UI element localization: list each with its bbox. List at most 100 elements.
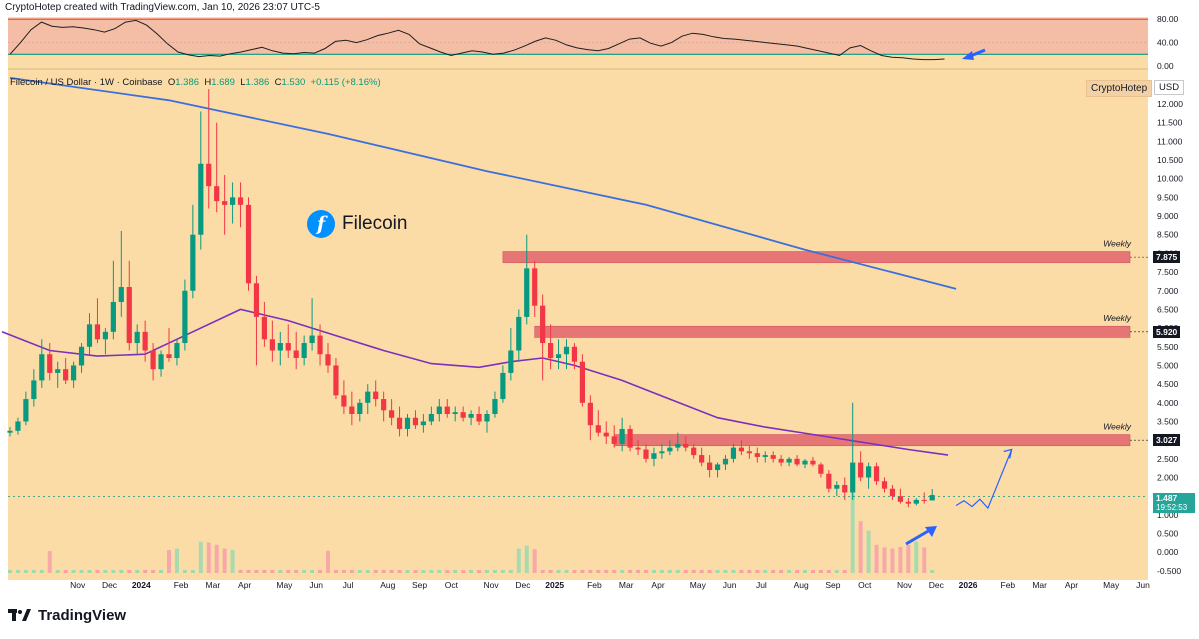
candle-body — [691, 447, 697, 456]
candle — [929, 489, 935, 501]
candle-body — [873, 466, 880, 482]
candle — [15, 417, 21, 435]
candle — [71, 361, 77, 388]
candle-body — [182, 290, 188, 344]
symbol-title[interactable]: Filecoin / US Dollar · 1W · Coinbase — [10, 77, 163, 88]
volume-bar — [174, 548, 179, 573]
currency-button[interactable]: USD — [1154, 80, 1185, 95]
candle — [842, 477, 848, 500]
candle-body — [55, 369, 61, 373]
candle — [858, 451, 864, 482]
symbol-info: Filecoin / US Dollar · 1W · Coinbase O1.… — [10, 77, 381, 88]
candle-body — [635, 447, 641, 450]
candle — [484, 410, 490, 433]
time-tick-label: Nov — [897, 580, 913, 590]
volume-bar — [866, 530, 871, 573]
chart-background — [8, 17, 1148, 580]
price-axis[interactable]: 80.00 40.00 0.00 12.000 11.500 11.000 10.500 10… — [1157, 14, 1183, 576]
rsi-pane — [8, 18, 1148, 61]
tradingview-logo-icon — [8, 609, 31, 621]
candle — [643, 443, 649, 463]
candle-body — [738, 447, 744, 452]
candle — [365, 384, 371, 415]
volume-bar — [421, 570, 426, 573]
price-tick-label: 12.000 — [1157, 99, 1183, 109]
volume-bar — [222, 548, 227, 573]
candle — [563, 339, 570, 370]
candle — [174, 339, 180, 366]
candle-body — [548, 343, 554, 358]
candle-body — [285, 343, 291, 351]
candle — [532, 260, 538, 317]
volume-bar — [699, 570, 704, 573]
volume-bar — [135, 570, 140, 573]
time-axis[interactable]: Nov Dec 2024 Feb Mar Apr May Jun Jul Aug Sep Oct Nov… — [70, 580, 1150, 590]
tradingview-logo[interactable]: TradingView — [8, 604, 126, 626]
volume-bar — [803, 570, 807, 573]
volume-bar — [71, 570, 76, 573]
candle — [47, 343, 53, 381]
volume-bar — [182, 570, 187, 573]
candle — [699, 447, 705, 467]
candle-body — [349, 406, 355, 415]
candle-body — [850, 462, 856, 493]
volume-bar — [349, 570, 354, 573]
time-tick-label: Oct — [858, 580, 872, 590]
time-tick-label: Aug — [794, 580, 809, 590]
rsi-band — [8, 19, 1148, 55]
candle — [913, 498, 919, 506]
time-tick-label: Mar — [619, 580, 634, 590]
volume-bar — [715, 570, 720, 573]
candle-body — [929, 495, 935, 501]
volume-bar — [604, 570, 609, 573]
candle-body — [150, 350, 156, 370]
volume-bar — [651, 570, 656, 573]
zone-timeframe-label-1: Weekly — [1103, 239, 1131, 249]
time-tick-label: Nov — [70, 580, 86, 590]
candle-body — [198, 163, 204, 235]
close-value: 1.530 — [281, 77, 306, 88]
candle — [285, 324, 291, 358]
volume-bar — [246, 570, 251, 573]
candle — [230, 182, 236, 224]
candle-body — [78, 346, 85, 366]
candle-body — [762, 455, 768, 457]
volume-bar — [286, 570, 291, 573]
volume-bar — [254, 570, 259, 573]
volume-bar — [739, 570, 744, 573]
time-tick-label: Dec — [929, 580, 945, 590]
volume-bar — [151, 570, 156, 573]
volume-bar — [87, 570, 92, 573]
candle — [810, 456, 816, 467]
volume-bar — [882, 547, 887, 573]
time-tick-label: Oct — [445, 580, 459, 590]
candle — [94, 298, 101, 344]
candle-body — [277, 343, 283, 351]
candle — [627, 425, 633, 452]
candle-body — [39, 354, 45, 381]
price-tick-label: 5.000 — [1157, 360, 1179, 370]
candle-body — [921, 499, 927, 501]
time-tick-label: Jul — [343, 580, 354, 590]
time-tick-label: May — [690, 580, 707, 590]
candle-body — [540, 305, 546, 344]
time-tick-label: Sep — [412, 580, 427, 590]
candle — [118, 230, 124, 317]
candle — [730, 443, 737, 463]
zone-timeframe-label-3: Weekly — [1103, 422, 1131, 432]
candle — [866, 462, 872, 489]
price-tick-label: 7.500 — [1157, 267, 1179, 277]
candle-body — [866, 466, 872, 478]
candle-body — [222, 201, 228, 205]
candle — [31, 369, 37, 407]
candle — [524, 234, 530, 325]
zone-price-label-2: 5.920 — [1153, 325, 1181, 338]
candle-body — [373, 391, 379, 400]
volume-bar — [914, 541, 919, 573]
candle-body — [253, 283, 260, 317]
price-tick-label: 11.500 — [1157, 118, 1183, 128]
volume-bar — [373, 570, 378, 573]
volume-bar — [644, 570, 648, 573]
candle — [166, 328, 172, 362]
volume-bar — [278, 570, 283, 573]
